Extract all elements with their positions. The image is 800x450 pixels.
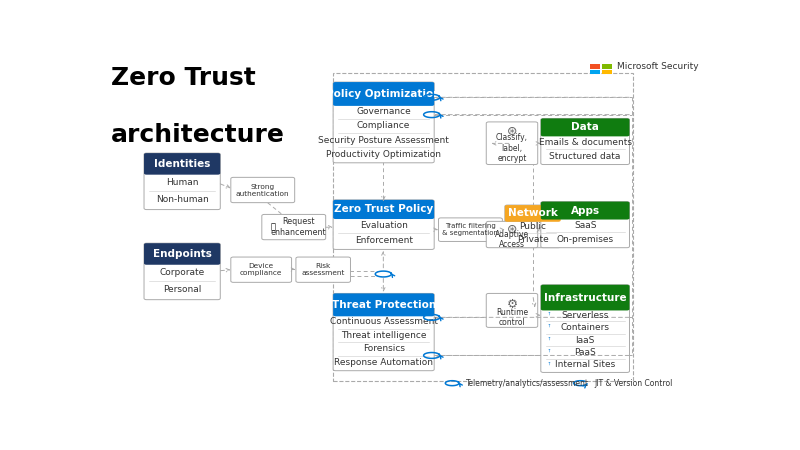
Text: Classify,
label,
encrypt: Classify, label, encrypt	[496, 133, 528, 163]
Text: Human: Human	[166, 177, 198, 186]
FancyBboxPatch shape	[333, 82, 434, 106]
Text: Emails & documents: Emails & documents	[538, 138, 632, 147]
Text: Strong
authentication: Strong authentication	[236, 184, 290, 197]
Text: Personal: Personal	[163, 285, 202, 294]
Text: Threat Protection: Threat Protection	[331, 300, 436, 310]
FancyBboxPatch shape	[541, 202, 630, 248]
Text: architecture: architecture	[111, 123, 285, 147]
FancyBboxPatch shape	[144, 243, 220, 265]
FancyBboxPatch shape	[144, 153, 220, 210]
Text: Endpoints: Endpoints	[153, 249, 211, 259]
Text: JIT & Version Control: JIT & Version Control	[594, 379, 673, 388]
Text: On-premises: On-premises	[557, 235, 614, 244]
Text: ꜛ: ꜛ	[548, 360, 551, 369]
Text: Threat intelligence: Threat intelligence	[341, 331, 426, 340]
FancyBboxPatch shape	[262, 215, 326, 240]
Bar	[146, 254, 218, 263]
Text: Microsoft Security: Microsoft Security	[617, 62, 698, 71]
Bar	[146, 164, 218, 173]
Bar	[336, 209, 432, 218]
Bar	[602, 64, 611, 68]
Text: 🔍: 🔍	[270, 223, 275, 232]
Text: ꜛ: ꜛ	[548, 311, 551, 320]
Text: SaaS: SaaS	[574, 220, 596, 230]
Text: Evaluation: Evaluation	[360, 221, 407, 230]
Text: Containers: Containers	[561, 323, 610, 332]
FancyBboxPatch shape	[541, 285, 630, 310]
Bar	[602, 70, 611, 74]
Text: ꜛ: ꜛ	[548, 323, 551, 332]
Text: Security Posture Assessment: Security Posture Assessment	[318, 135, 449, 144]
FancyBboxPatch shape	[541, 202, 630, 220]
FancyBboxPatch shape	[231, 177, 294, 202]
Text: Continuous Assessment: Continuous Assessment	[330, 317, 438, 326]
FancyBboxPatch shape	[505, 205, 561, 248]
Bar	[507, 213, 558, 220]
Text: Traffic filtering
& segmentation: Traffic filtering & segmentation	[442, 223, 498, 236]
Text: Adaptive
Access: Adaptive Access	[495, 230, 529, 249]
Text: Risk
assessment: Risk assessment	[302, 263, 345, 276]
FancyBboxPatch shape	[438, 218, 502, 242]
Text: Governance: Governance	[356, 107, 411, 116]
Bar	[543, 211, 627, 218]
Text: Serverless: Serverless	[562, 311, 609, 320]
Bar	[590, 64, 600, 68]
FancyBboxPatch shape	[333, 82, 434, 163]
Text: Forensics: Forensics	[362, 344, 405, 353]
FancyBboxPatch shape	[486, 122, 538, 165]
FancyBboxPatch shape	[541, 118, 630, 136]
FancyBboxPatch shape	[296, 257, 350, 282]
Bar	[543, 297, 627, 309]
Text: PaaS: PaaS	[574, 348, 596, 357]
Text: Public: Public	[519, 222, 546, 231]
Text: Response Automation: Response Automation	[334, 358, 433, 367]
Text: Request
enhancement: Request enhancement	[271, 217, 326, 237]
Text: Private: Private	[517, 235, 549, 244]
Bar	[333, 73, 634, 382]
Text: Policy Optimization: Policy Optimization	[326, 89, 441, 99]
FancyBboxPatch shape	[541, 285, 630, 373]
FancyBboxPatch shape	[541, 118, 630, 165]
Text: Device
compliance: Device compliance	[240, 263, 282, 276]
Text: Internal Sites: Internal Sites	[555, 360, 615, 369]
FancyBboxPatch shape	[144, 153, 220, 175]
Text: Runtime
control: Runtime control	[496, 307, 528, 327]
Text: Identities: Identities	[154, 159, 210, 169]
FancyBboxPatch shape	[231, 257, 291, 282]
FancyBboxPatch shape	[333, 200, 434, 249]
FancyBboxPatch shape	[144, 243, 220, 300]
FancyBboxPatch shape	[333, 293, 434, 316]
Text: ⊛: ⊛	[506, 223, 518, 236]
Text: Structured data: Structured data	[550, 152, 621, 161]
FancyBboxPatch shape	[486, 221, 538, 248]
FancyBboxPatch shape	[333, 293, 434, 371]
Text: ⊛: ⊛	[506, 126, 518, 139]
Text: Corporate: Corporate	[159, 268, 205, 277]
Text: Zero Trust: Zero Trust	[111, 66, 256, 90]
FancyBboxPatch shape	[333, 200, 434, 219]
Text: Telemetry/analytics/assessment: Telemetry/analytics/assessment	[466, 379, 589, 388]
Bar	[336, 94, 432, 104]
Bar	[590, 70, 600, 74]
FancyBboxPatch shape	[505, 205, 561, 222]
Text: IaaS: IaaS	[575, 336, 595, 345]
FancyBboxPatch shape	[486, 293, 538, 328]
Bar	[336, 305, 432, 315]
Text: Enforcement: Enforcement	[354, 236, 413, 245]
Text: Network: Network	[508, 208, 558, 218]
Text: Compliance: Compliance	[357, 122, 410, 130]
Bar	[543, 127, 627, 135]
Text: Non-human: Non-human	[156, 195, 209, 204]
Text: Data: Data	[571, 122, 599, 132]
Text: ꜛ: ꜛ	[548, 336, 551, 345]
Text: ⚙: ⚙	[506, 297, 518, 310]
Text: Zero Trust Policy: Zero Trust Policy	[334, 204, 434, 215]
Text: Productivity Optimization: Productivity Optimization	[326, 150, 441, 159]
Text: Apps: Apps	[570, 206, 600, 216]
Text: Infrastructure: Infrastructure	[544, 292, 626, 302]
Text: ꜛ: ꜛ	[548, 348, 551, 357]
